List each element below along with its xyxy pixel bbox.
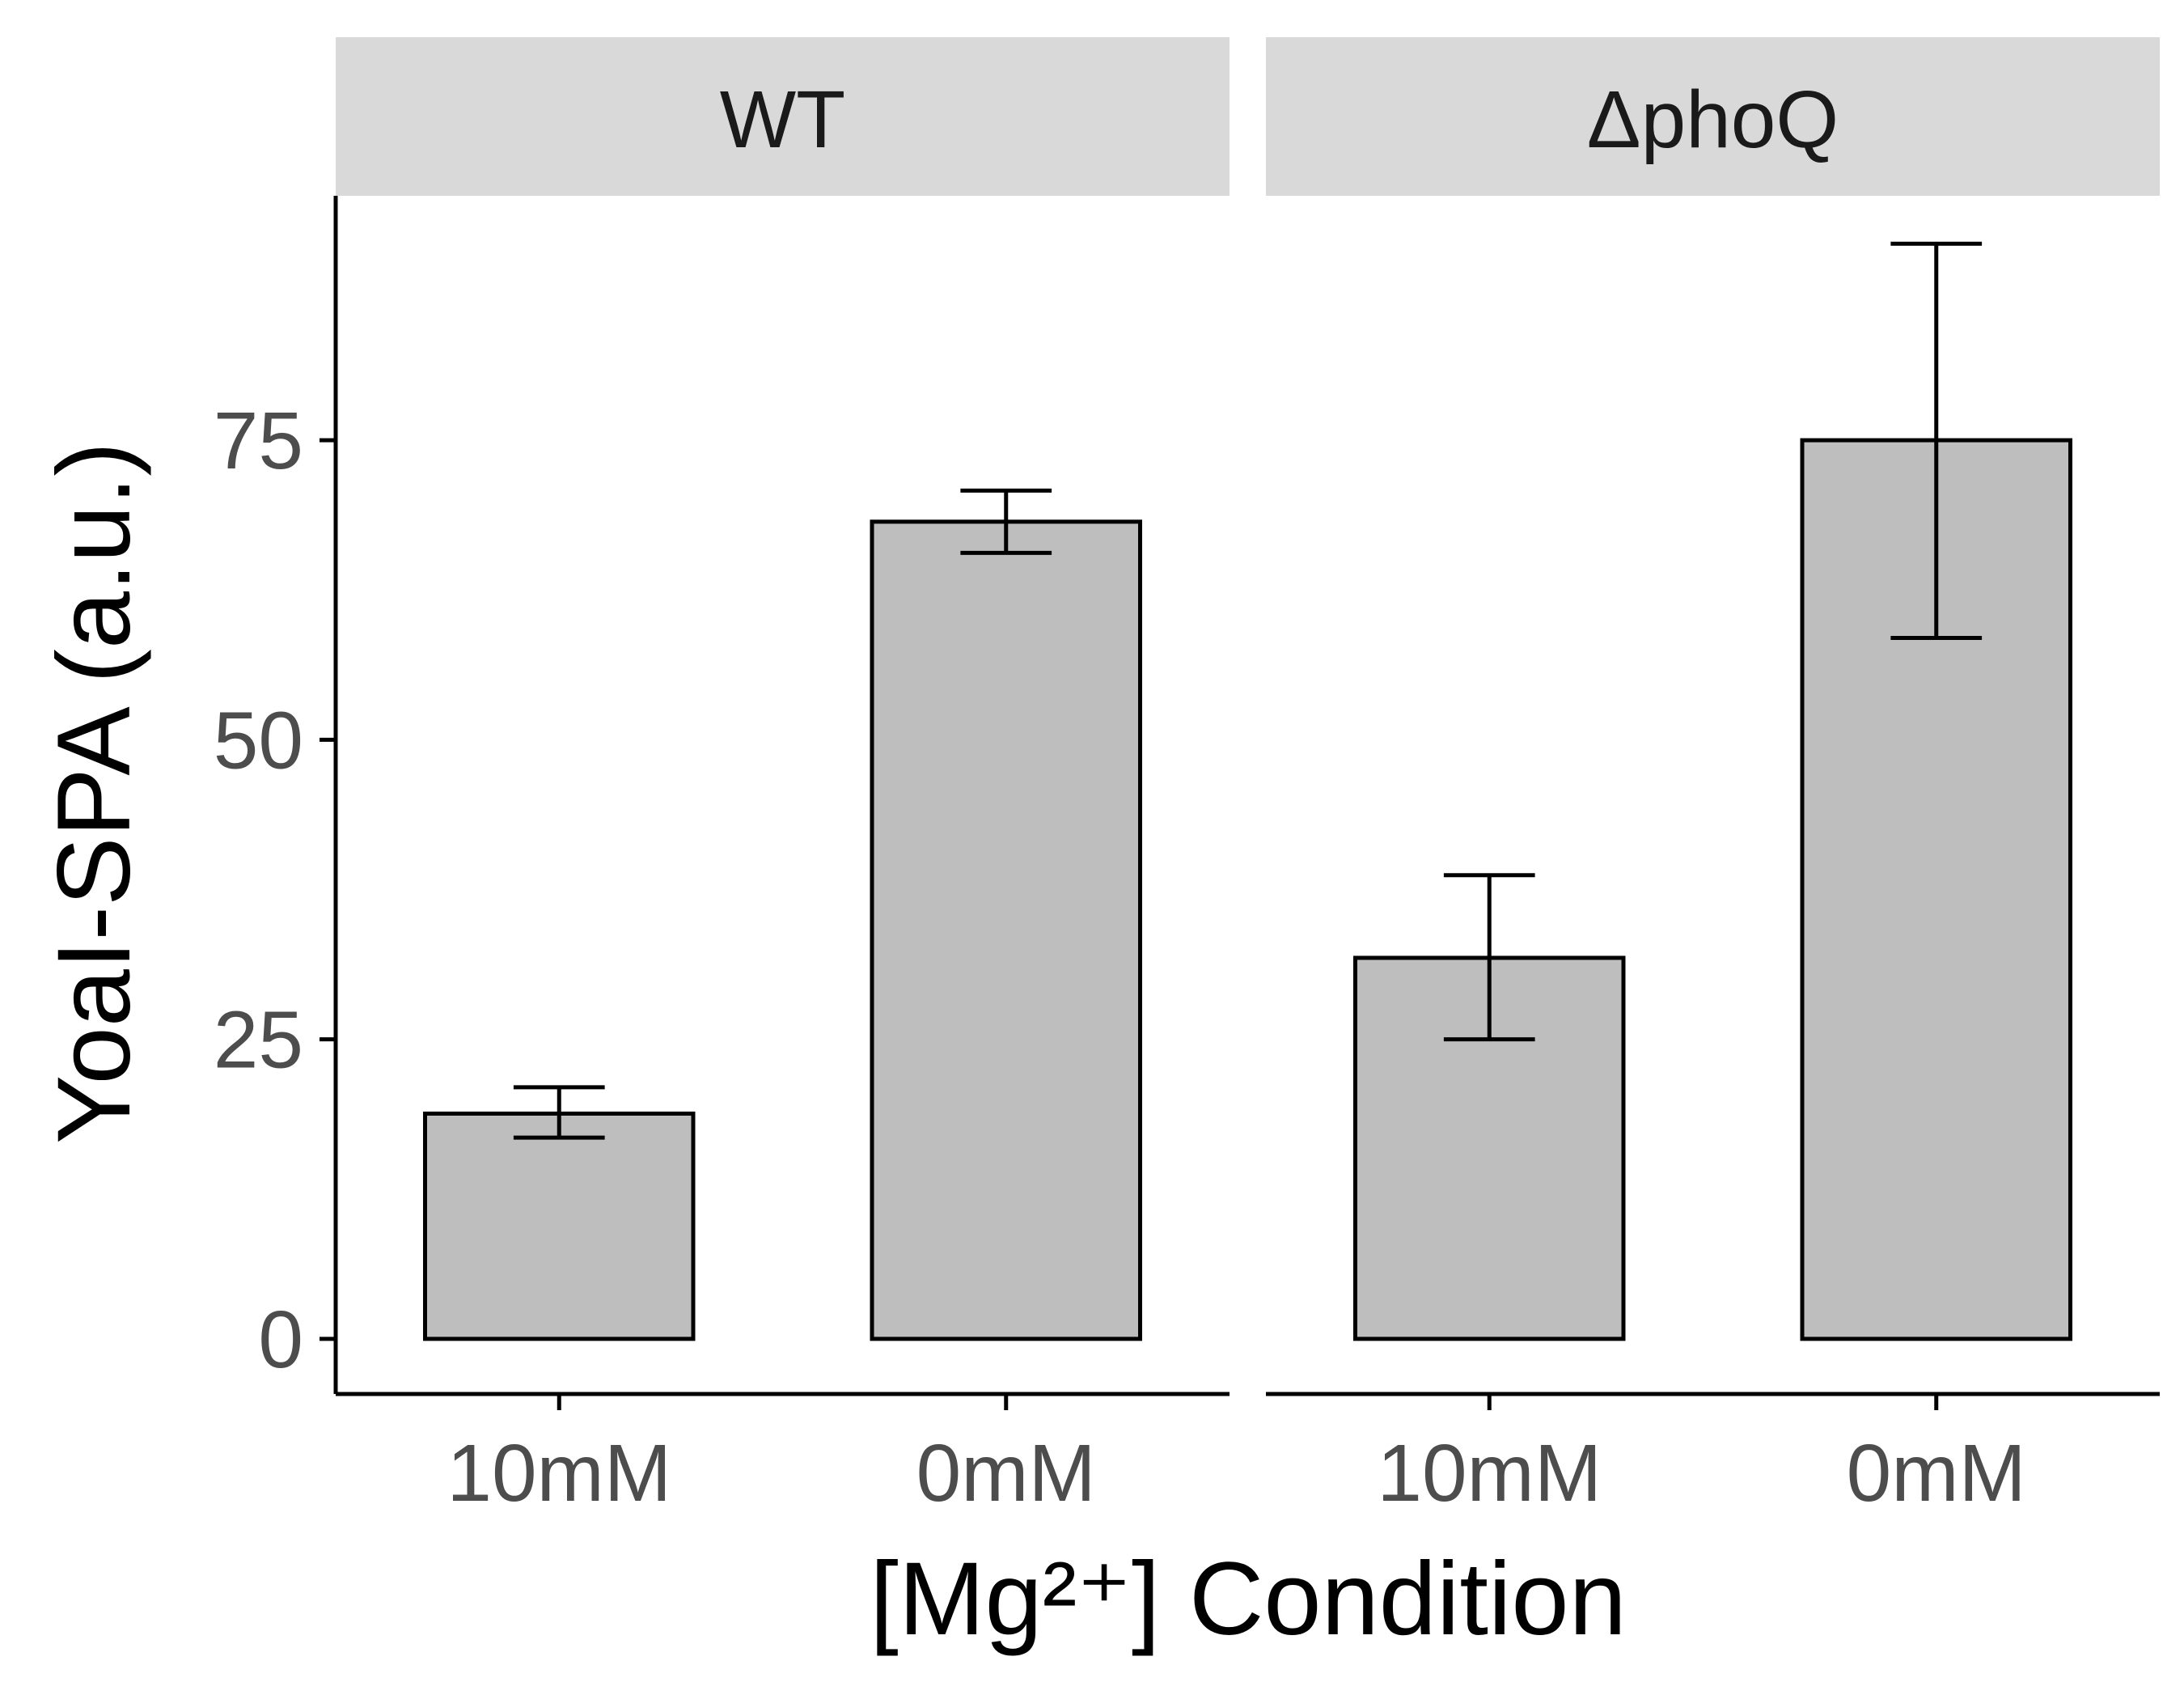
bar bbox=[423, 1111, 696, 1341]
error-bar bbox=[1443, 873, 1535, 1042]
y-tick-label: 75 bbox=[214, 396, 303, 486]
x-axis-title: [Mg²⁺] Condition bbox=[870, 1541, 1627, 1657]
x-tick-label: 10mM bbox=[447, 1428, 671, 1519]
x-tick-label: 0mM bbox=[1847, 1428, 2026, 1519]
y-tick-label: 50 bbox=[214, 695, 303, 786]
bar bbox=[870, 519, 1142, 1341]
x-tick-label: 10mM bbox=[1377, 1428, 1602, 1519]
facet-panels: WT 10mM 0mM ΔphoQ 10mM 0mM bbox=[336, 37, 2160, 1519]
facet-strip-label: ΔphoQ bbox=[1587, 74, 1839, 165]
y-axis: 0 25 50 75 bbox=[214, 196, 338, 1394]
bar bbox=[1353, 955, 1626, 1341]
error-bar bbox=[960, 488, 1052, 555]
facet-panel-1: ΔphoQ 10mM 0mM bbox=[1266, 37, 2160, 1519]
facet-panel-0: WT 10mM 0mM bbox=[336, 37, 1230, 1519]
facet-strip-label: WT bbox=[720, 74, 845, 165]
facet-strip bbox=[336, 37, 1230, 196]
facet-strip bbox=[1266, 37, 2160, 196]
y-axis-title: YoaI-SPA (a.u.) bbox=[36, 442, 152, 1144]
y-tick-label: 25 bbox=[214, 995, 303, 1086]
y-tick-label: 0 bbox=[258, 1294, 303, 1385]
error-bar bbox=[1890, 241, 1983, 640]
error-bar bbox=[513, 1085, 605, 1140]
x-tick-label: 0mM bbox=[916, 1428, 1096, 1519]
